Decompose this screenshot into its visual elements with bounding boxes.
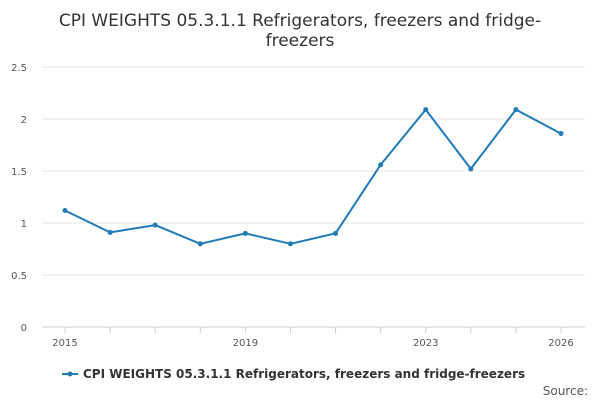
series-layer bbox=[62, 107, 564, 247]
y-tick-label-0: 0 bbox=[21, 323, 27, 334]
x-axis bbox=[42, 326, 585, 333]
data-point-2025[interactable] bbox=[513, 107, 519, 113]
y-axis-ticks: 0 0.5 1 1.5 2 2.5 bbox=[11, 63, 27, 334]
data-point-2015[interactable] bbox=[62, 208, 68, 214]
data-point-2016[interactable] bbox=[107, 229, 113, 235]
chart-title-line-1: CPI WEIGHTS 05.3.1.1 Refrigerators, free… bbox=[59, 11, 541, 31]
x-tick-label-2015: 2015 bbox=[52, 338, 77, 349]
source-credit[interactable]: Source: bbox=[543, 384, 588, 398]
series-line-0[interactable] bbox=[64, 108, 562, 245]
data-point-2026[interactable] bbox=[558, 131, 564, 137]
data-point-2020[interactable] bbox=[287, 241, 293, 247]
data-point-2017[interactable] bbox=[152, 222, 158, 228]
grid-lines bbox=[42, 66, 585, 276]
data-point-2021[interactable] bbox=[333, 230, 339, 236]
chart-title: CPI WEIGHTS 05.3.1.1 Refrigerators, free… bbox=[59, 11, 541, 51]
y-tick-label-3: 1.5 bbox=[11, 167, 27, 178]
data-point-2024[interactable] bbox=[468, 166, 474, 172]
data-point-2019[interactable] bbox=[242, 230, 248, 236]
x-tick-label-2026: 2026 bbox=[548, 338, 573, 349]
y-tick-label-4: 2 bbox=[21, 115, 27, 126]
x-tick-label-2023: 2023 bbox=[413, 338, 438, 349]
y-tick-label-5: 2.5 bbox=[11, 63, 27, 74]
legend[interactable]: CPI WEIGHTS 05.3.1.1 Refrigerators, free… bbox=[62, 367, 525, 381]
legend-marker bbox=[67, 371, 73, 377]
x-axis-ticks: 2015 2019 2023 2026 bbox=[52, 338, 573, 349]
legend-item-label[interactable]: CPI WEIGHTS 05.3.1.1 Refrigerators, free… bbox=[83, 367, 525, 381]
data-point-2018[interactable] bbox=[197, 241, 203, 247]
data-point-2023[interactable] bbox=[423, 107, 429, 113]
chart-title-line-2: freezers bbox=[266, 31, 335, 51]
y-tick-label-1: 0.5 bbox=[11, 271, 27, 282]
y-tick-label-2: 1 bbox=[21, 219, 27, 230]
data-point-2022[interactable] bbox=[378, 162, 384, 168]
x-tick-label-2019: 2019 bbox=[233, 338, 258, 349]
